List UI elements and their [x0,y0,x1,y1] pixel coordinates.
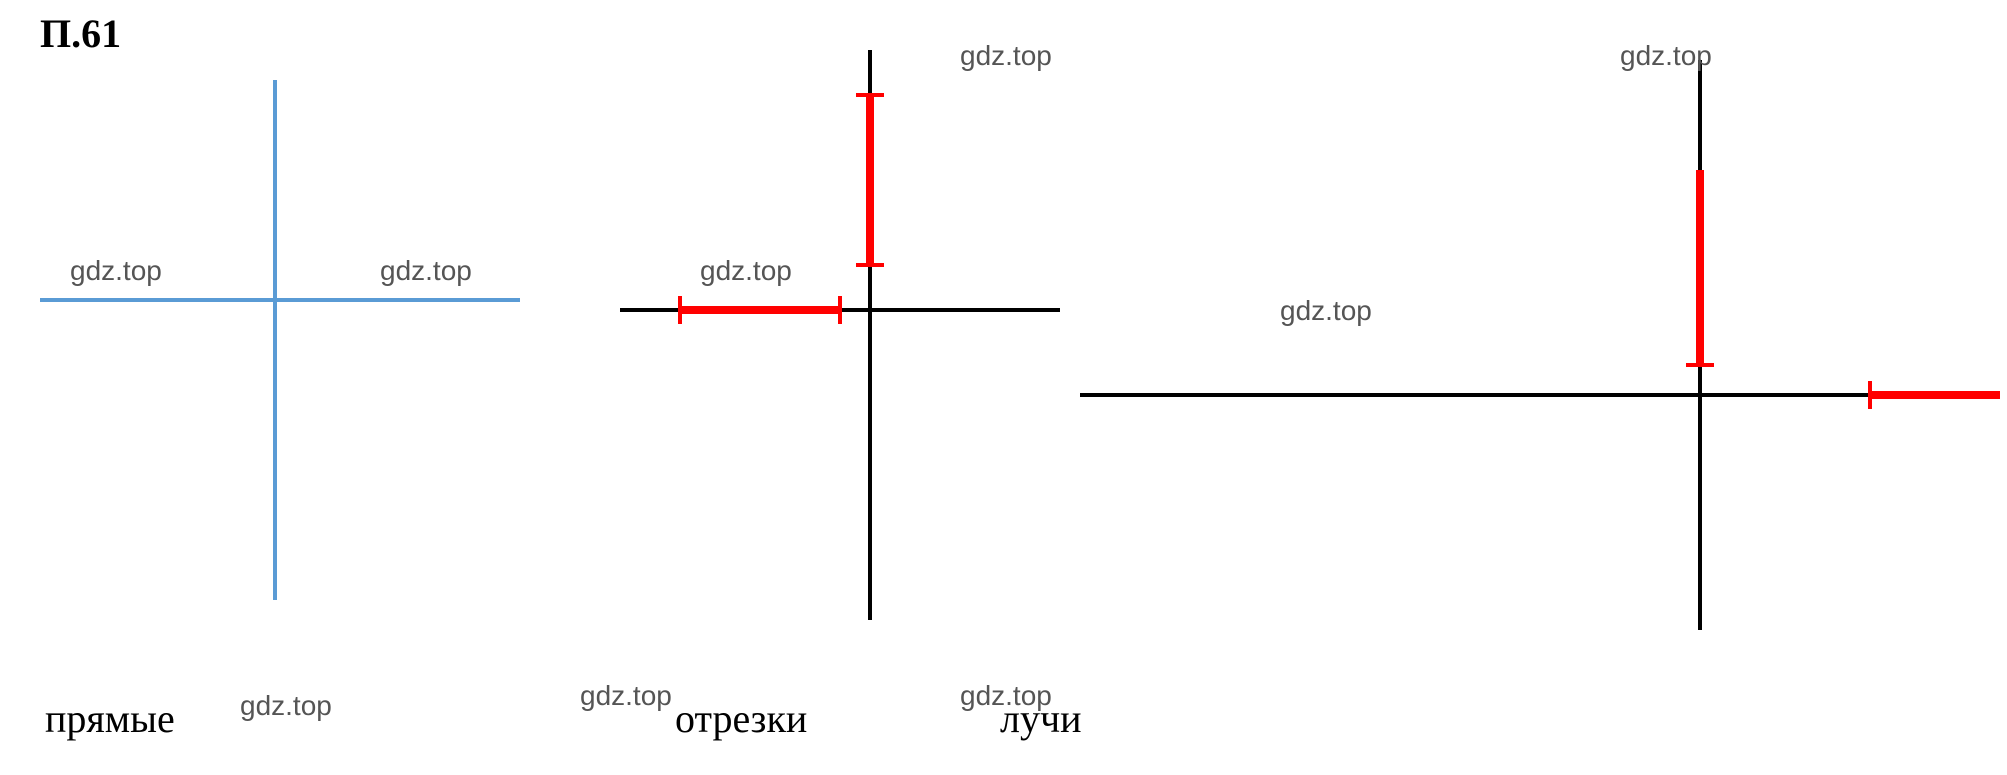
caption-1: отрезки [675,695,807,742]
caption-2: лучи [1000,695,1081,742]
watermark-5: gdz.top [960,40,1052,72]
watermark-0: gdz.top [70,255,162,287]
watermark-1: gdz.top [380,255,472,287]
ray-vertical [1686,170,1714,365]
panel-rays [1080,60,2000,630]
ray-horizontal [1870,381,2000,409]
watermark-2: gdz.top [240,690,332,722]
segment-horizontal [680,296,840,324]
diagram-canvas [0,0,2007,775]
panel-segments [620,50,1060,620]
watermark-4: gdz.top [700,255,792,287]
panel-lines [40,80,520,600]
watermark-3: gdz.top [580,680,672,712]
watermark-7: gdz.top [1280,295,1372,327]
watermark-8: gdz.top [1620,40,1712,72]
caption-0: прямые [45,695,175,742]
segment-vertical [856,95,884,265]
